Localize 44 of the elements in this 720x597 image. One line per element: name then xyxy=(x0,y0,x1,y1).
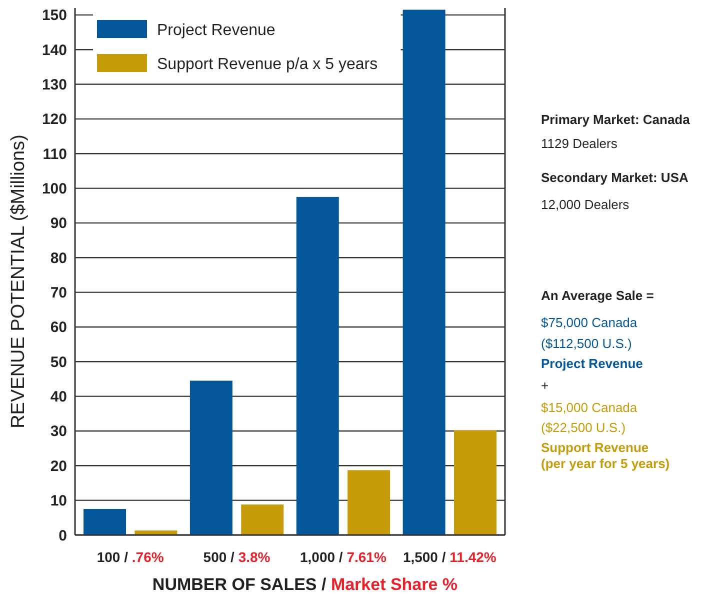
bar xyxy=(241,504,284,535)
y-tick-label: 110 xyxy=(42,146,67,163)
y-tick-label: 70 xyxy=(50,284,67,302)
legend-label: Project Revenue xyxy=(157,22,276,39)
bar xyxy=(296,196,339,535)
text: An Average Sale = xyxy=(541,288,654,303)
y-tick-label: 40 xyxy=(50,388,67,406)
text: Primary Market: Canada xyxy=(541,112,691,127)
y-tick-label: 30 xyxy=(50,423,67,440)
y-axis-title: REVENUE POTENTIAL ($Millions) xyxy=(8,134,29,428)
y-tick-label: 140 xyxy=(42,42,67,59)
bar xyxy=(454,430,496,535)
y-tick-label: 80 xyxy=(50,250,67,267)
text: $15,000 Canada xyxy=(541,400,638,415)
bar xyxy=(84,508,126,535)
text: 12,000 Dealers xyxy=(541,197,630,212)
text: Secondary Market: USA xyxy=(541,170,689,185)
bar xyxy=(348,470,390,535)
text: (per year for 5 years) xyxy=(541,456,670,471)
y-tick-label: 120 xyxy=(42,111,67,128)
text: 1129 Dealers xyxy=(541,136,618,151)
text: + xyxy=(541,378,549,393)
text: Project Revenue xyxy=(541,356,643,371)
bar xyxy=(402,10,446,535)
text: $75,000 Canada xyxy=(541,315,638,330)
y-tick-label: 90 xyxy=(50,215,67,232)
y-tick-label: 50 xyxy=(50,354,67,371)
text: Support Revenue xyxy=(541,440,649,455)
text: ($112,500 U.S.) xyxy=(541,336,632,351)
legend-label: Support Revenue p/a x 5 years xyxy=(157,56,378,73)
x-tick-label: 100 / .76% xyxy=(96,549,164,565)
y-tick-label: 20 xyxy=(50,458,67,475)
x-tick-label: 1,000 / 7.61% xyxy=(300,549,387,565)
x-axis-title: NUMBER OF SALES / Market Share % xyxy=(152,575,458,594)
x-tick-label: 500 / 3.8% xyxy=(203,549,271,565)
y-tick-label: 150 xyxy=(42,7,67,24)
x-tick-label: 1,500 / 11.42% xyxy=(402,549,497,565)
bar xyxy=(190,380,232,535)
y-tick-label: 0 xyxy=(58,527,67,544)
y-tick-label: 100 xyxy=(42,180,67,198)
y-tick-label: 10 xyxy=(50,492,67,510)
y-tick-label: 130 xyxy=(42,76,67,94)
text: ($22,500 U.S.) xyxy=(541,420,626,435)
y-tick-label: 60 xyxy=(50,319,67,336)
